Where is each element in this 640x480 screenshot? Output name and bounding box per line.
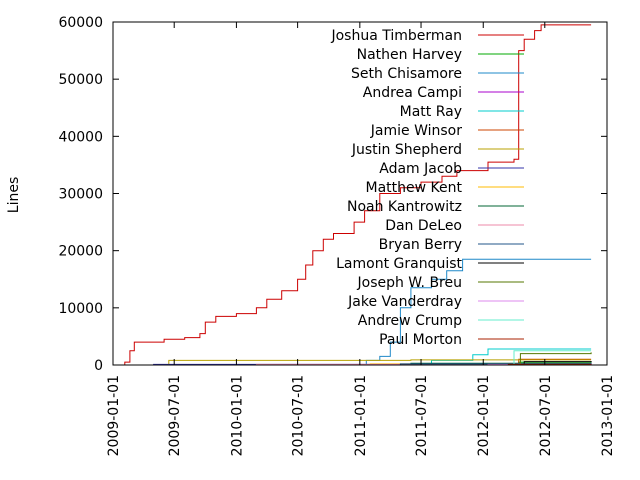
legend-label-15: Andrew Crump: [358, 313, 462, 329]
series-line-0: [117, 24, 592, 366]
y-tick-label: 30000: [58, 187, 103, 203]
y-axis-label: Lines: [6, 177, 22, 213]
legend-label-1: Nathen Harvey: [357, 47, 462, 63]
legend-label-16: Paul Morton: [379, 332, 462, 348]
legend-label-7: Adam Jacob: [379, 161, 462, 177]
x-tick-label: 2010-07-01: [291, 375, 307, 456]
legend-label-5: Jamie Winsor: [370, 123, 462, 139]
legend-label-9: Noah Kantrowitz: [347, 199, 462, 215]
legend: Joshua Timberman Nathen Harvey Seth Chisam…: [330, 28, 524, 348]
legend-label-12: Lamont Granquist: [336, 256, 462, 272]
x-tick-label: 2013-01-01: [600, 375, 616, 456]
y-tick-label: 20000: [58, 244, 103, 260]
x-tick-label: 2009-07-01: [167, 375, 183, 456]
axes: 0 10000 20000 30000 40000 50000 60000 2009-01-0…: [58, 15, 616, 456]
legend-label-8: Matthew Kent: [366, 180, 463, 196]
legend-label-0: Joshua Timberman: [330, 28, 462, 44]
x-tick-label: 2009-01-01: [106, 375, 122, 456]
x-tick-label: 2011-07-01: [414, 375, 430, 456]
legend-label-10: Dan DeLeo: [385, 218, 462, 234]
y-tick-label: 60000: [58, 15, 103, 31]
y-tick-label: 50000: [58, 72, 103, 88]
legend-label-11: Bryan Berry: [379, 237, 462, 253]
y-tick-label: 40000: [58, 129, 103, 145]
legend-label-2: Seth Chisamore: [351, 66, 462, 82]
legend-label-14: Jake Vanderdray: [347, 294, 462, 310]
y-tick-label: 0: [94, 358, 103, 374]
legend-label-3: Andrea Campi: [363, 85, 462, 101]
legend-label-4: Matt Ray: [400, 104, 462, 120]
x-tick-label: 2010-01-01: [229, 375, 245, 456]
y-tick-label: 10000: [58, 301, 103, 317]
x-tick-label: 2011-01-01: [353, 375, 369, 456]
x-tick-label: 2012-01-01: [476, 375, 492, 456]
x-tick-label: 2012-07-01: [538, 375, 554, 456]
legend-label-6: Justin Shepherd: [351, 142, 462, 158]
legend-label-13: Joseph W. Breu: [357, 275, 463, 291]
